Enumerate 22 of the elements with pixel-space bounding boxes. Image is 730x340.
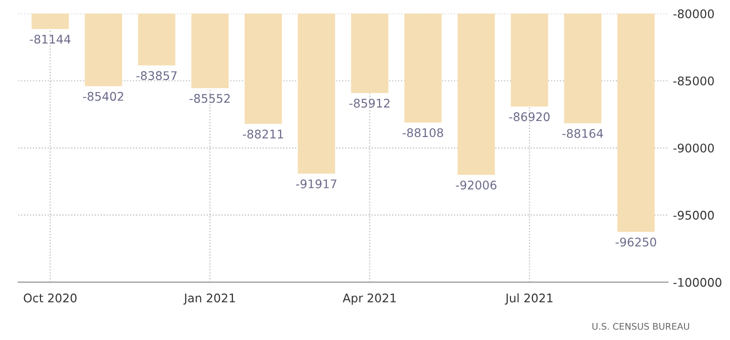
data-label: -88108 <box>402 128 444 138</box>
y-tick-label: -90000 <box>673 144 714 153</box>
data-label: -96250 <box>616 238 656 247</box>
text: U.S. CENSUS BUREAU <box>592 322 690 330</box>
data-label: -91917 <box>296 179 336 188</box>
data-label: -88164 <box>562 129 603 138</box>
data-label: -92006 <box>456 180 496 190</box>
y-tick-label: -80000 <box>673 9 714 18</box>
data-label: -88211 <box>242 130 284 139</box>
data-label: -86920 <box>509 112 550 122</box>
data-label: -85402 <box>83 92 124 101</box>
data-label: -85912 <box>349 98 390 108</box>
data-label: -81144 <box>30 34 70 44</box>
data-label: -83857 <box>136 71 177 80</box>
data-label: -85552 <box>190 94 230 103</box>
x-tick-label: Jan 2021 <box>183 294 235 305</box>
x-tick-label: Oct 2020 <box>24 294 77 302</box>
x-tick-label: Jul 2021 <box>504 293 552 305</box>
y-tick-label: -100000 <box>673 278 722 287</box>
y-tick-label: -95000 <box>673 210 714 220</box>
y-tick-label: -85000 <box>673 76 714 86</box>
x-tick-label: Apr 2021 <box>342 294 396 305</box>
